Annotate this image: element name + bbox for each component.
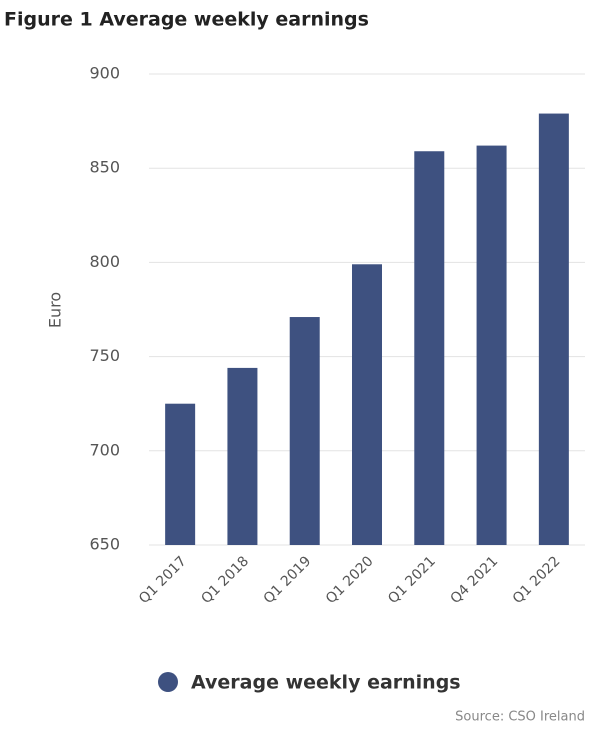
x-tick-label: Q1 2020 — [323, 553, 377, 607]
y-tick-label: 750 — [89, 346, 120, 365]
legend-label: Average weekly earnings — [191, 672, 461, 694]
bar — [227, 367, 258, 545]
y-tick-label: 700 — [89, 440, 120, 459]
y-tick-label: 900 — [89, 64, 120, 83]
x-tick-label: Q1 2019 — [261, 553, 315, 607]
bar — [476, 145, 507, 546]
x-tick-label: Q1 2017 — [136, 553, 190, 607]
x-tick-label: Q4 2021 — [447, 553, 501, 607]
source: Source: CSO Ireland — [455, 710, 585, 725]
x-tick-label: Q1 2022 — [510, 553, 564, 607]
x-tick-label: Q1 2021 — [385, 553, 439, 607]
y-axis-label: Euro — [46, 292, 65, 328]
bar — [414, 151, 445, 545]
bar — [538, 113, 569, 546]
chart-title: Figure 1 Average weekly earnings — [4, 9, 369, 31]
x-tick-label: Q1 2018 — [198, 553, 252, 607]
y-tick-label: 850 — [89, 158, 120, 177]
bar — [289, 317, 320, 545]
bar — [165, 403, 196, 545]
y-tick-label: 800 — [89, 252, 120, 271]
legend-marker — [158, 672, 178, 692]
bar — [352, 264, 382, 545]
y-tick-label: 650 — [89, 535, 120, 554]
